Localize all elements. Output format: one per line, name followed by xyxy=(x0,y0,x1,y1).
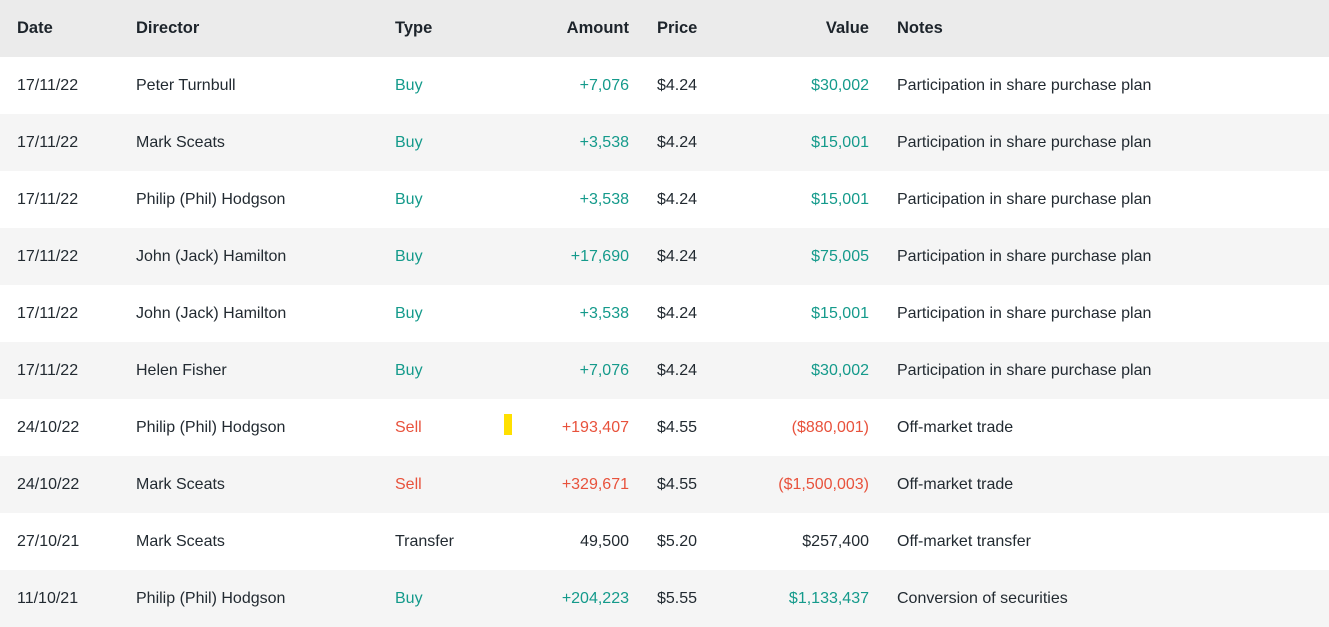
cell-notes: Participation in share purchase plan xyxy=(871,114,1329,171)
header-type: Type xyxy=(378,0,490,57)
cell-date: 11/10/21 xyxy=(0,570,119,627)
cell-amount: +7,076 xyxy=(490,57,631,114)
cell-date: 17/11/22 xyxy=(0,342,119,399)
cell-amount: +3,538 xyxy=(490,285,631,342)
cell-notes: Participation in share purchase plan xyxy=(871,171,1329,228)
cell-type: Buy xyxy=(378,570,490,627)
cell-price: $4.55 xyxy=(631,399,747,456)
cell-value: $257,400 xyxy=(747,513,871,570)
table-row: 17/11/22 Philip (Phil) Hodgson Buy +3,538 $4… xyxy=(0,171,1329,228)
cell-price: $4.24 xyxy=(631,228,747,285)
cell-price: $4.24 xyxy=(631,342,747,399)
table-row: 17/11/22 Helen Fisher Buy +7,076 $4.24 $30,00… xyxy=(0,342,1329,399)
cell-date: 17/11/22 xyxy=(0,285,119,342)
cell-notes: Off-market trade xyxy=(871,399,1329,456)
header-row: Date Director Type Amount Price Value No… xyxy=(0,0,1329,57)
cell-price: $5.55 xyxy=(631,570,747,627)
cell-amount: +7,076 xyxy=(490,342,631,399)
table-row: 17/11/22 Peter Turnbull Buy +7,076 $4.24 $30,… xyxy=(0,57,1329,114)
header-price: Price xyxy=(631,0,747,57)
cell-type: Buy xyxy=(378,228,490,285)
cell-value: $1,133,437 xyxy=(747,570,871,627)
cell-director: Philip (Phil) Hodgson xyxy=(119,399,378,456)
cell-amount: +3,538 xyxy=(490,114,631,171)
cell-director: Helen Fisher xyxy=(119,342,378,399)
cell-price: $5.20 xyxy=(631,513,747,570)
table-row: 24/10/22 Philip (Phil) Hodgson Sell +193,40… xyxy=(0,399,1329,456)
cell-notes: Participation in share purchase plan xyxy=(871,285,1329,342)
cell-type: Buy xyxy=(378,57,490,114)
cell-director: Philip (Phil) Hodgson xyxy=(119,171,378,228)
cell-director: Philip (Phil) Hodgson xyxy=(119,570,378,627)
text-cursor-highlight xyxy=(504,414,512,435)
cell-amount: +193,407 xyxy=(490,399,631,456)
cell-director: John (Jack) Hamilton xyxy=(119,228,378,285)
table-header: Date Director Type Amount Price Value No… xyxy=(0,0,1329,57)
cell-date: 17/11/22 xyxy=(0,114,119,171)
cell-value: $30,002 xyxy=(747,342,871,399)
header-date: Date xyxy=(0,0,119,57)
cell-notes: Off-market transfer xyxy=(871,513,1329,570)
header-amount: Amount xyxy=(490,0,631,57)
cell-amount: 49,500 xyxy=(490,513,631,570)
cell-price: $4.24 xyxy=(631,57,747,114)
cell-date: 24/10/22 xyxy=(0,399,119,456)
cell-amount: +3,538 xyxy=(490,171,631,228)
cell-notes: Conversion of securities xyxy=(871,570,1329,627)
cell-value: $75,005 xyxy=(747,228,871,285)
cell-value: $15,001 xyxy=(747,171,871,228)
cell-amount: +17,690 xyxy=(490,228,631,285)
cell-type: Transfer xyxy=(378,513,490,570)
cell-value: $15,001 xyxy=(747,285,871,342)
cell-director: John (Jack) Hamilton xyxy=(119,285,378,342)
table-row: 27/10/21 Mark Sceats Transfer 49,500 $5.20 $2… xyxy=(0,513,1329,570)
cell-price: $4.24 xyxy=(631,171,747,228)
cell-price: $4.55 xyxy=(631,456,747,513)
cell-type: Buy xyxy=(378,285,490,342)
cell-date: 17/11/22 xyxy=(0,57,119,114)
cell-notes: Participation in share purchase plan xyxy=(871,342,1329,399)
cell-director: Mark Sceats xyxy=(119,456,378,513)
cell-date: 24/10/22 xyxy=(0,456,119,513)
cell-amount: +329,671 xyxy=(490,456,631,513)
table-body: 17/11/22 Peter Turnbull Buy +7,076 $4.24 $30,… xyxy=(0,57,1329,627)
cell-price: $4.24 xyxy=(631,285,747,342)
cell-date: 17/11/22 xyxy=(0,171,119,228)
table-row: 17/11/22 John (Jack) Hamilton Buy +17,690 $4… xyxy=(0,228,1329,285)
cell-notes: Participation in share purchase plan xyxy=(871,228,1329,285)
table-row: 24/10/22 Mark Sceats Sell +329,671 $4.55 ($1,… xyxy=(0,456,1329,513)
cell-date: 17/11/22 xyxy=(0,228,119,285)
cell-value: $30,002 xyxy=(747,57,871,114)
cell-price: $4.24 xyxy=(631,114,747,171)
header-value: Value xyxy=(747,0,871,57)
table-row: 17/11/22 Mark Sceats Buy +3,538 $4.24 $15,001… xyxy=(0,114,1329,171)
cell-value: ($1,500,003) xyxy=(747,456,871,513)
cell-type: Buy xyxy=(378,114,490,171)
cell-amount: +204,223 xyxy=(490,570,631,627)
cell-type: Sell xyxy=(378,456,490,513)
table-row: 17/11/22 John (Jack) Hamilton Buy +3,538 $4.… xyxy=(0,285,1329,342)
header-director: Director xyxy=(119,0,378,57)
cell-notes: Off-market trade xyxy=(871,456,1329,513)
cell-director: Peter Turnbull xyxy=(119,57,378,114)
cell-notes: Participation in share purchase plan xyxy=(871,57,1329,114)
cell-type: Buy xyxy=(378,342,490,399)
header-notes: Notes xyxy=(871,0,1329,57)
table-row: 11/10/21 Philip (Phil) Hodgson Buy +204,223… xyxy=(0,570,1329,627)
cell-value: $15,001 xyxy=(747,114,871,171)
cell-date: 27/10/21 xyxy=(0,513,119,570)
cell-type: Buy xyxy=(378,171,490,228)
cell-director: Mark Sceats xyxy=(119,513,378,570)
cell-type: Sell xyxy=(378,399,490,456)
cell-director: Mark Sceats xyxy=(119,114,378,171)
cell-value: ($880,001) xyxy=(747,399,871,456)
